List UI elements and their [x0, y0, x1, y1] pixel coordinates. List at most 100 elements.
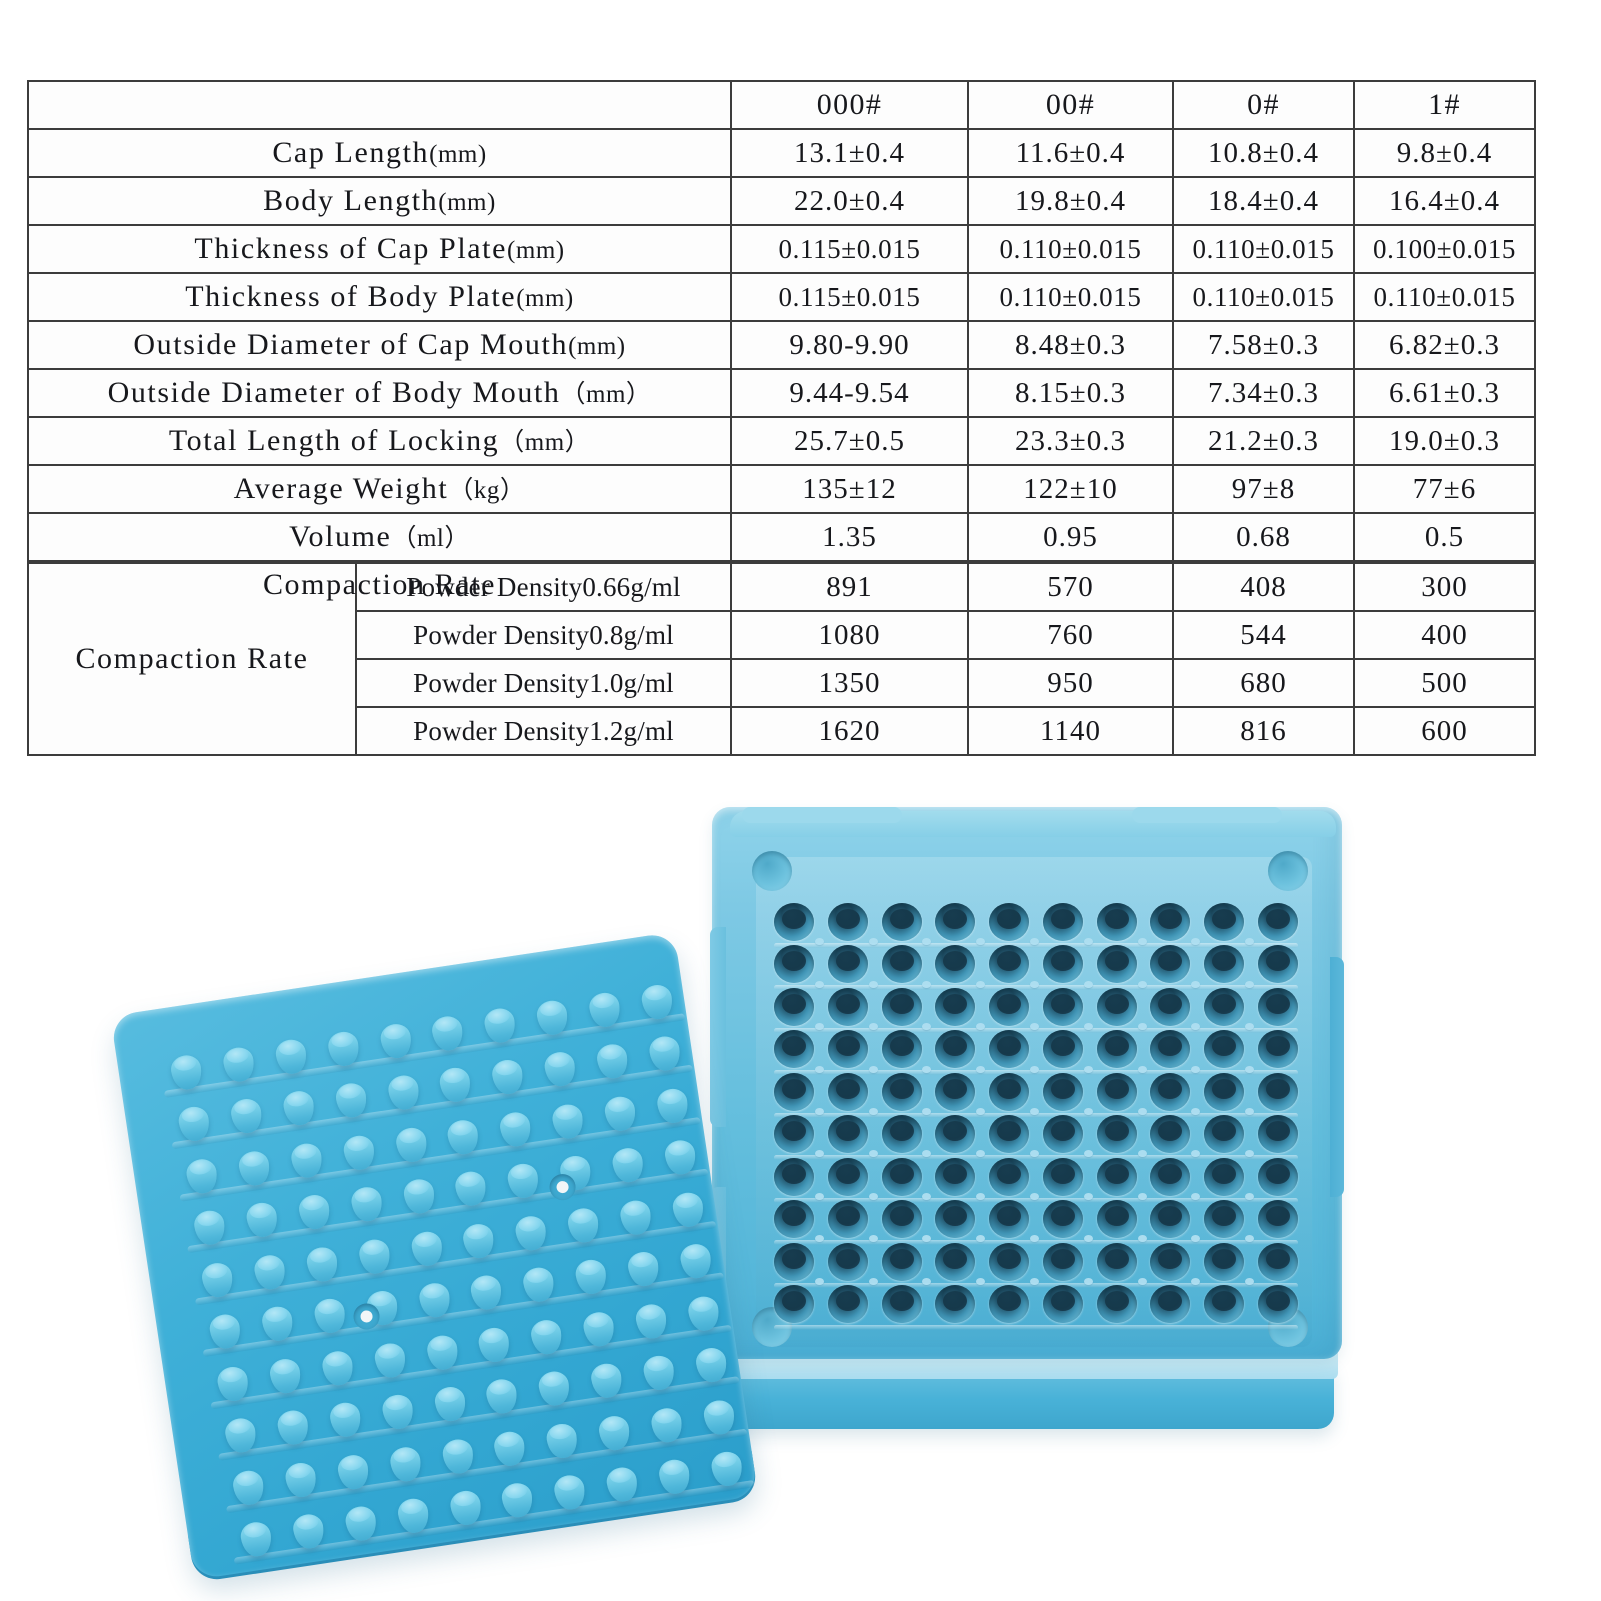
capsule-hole [1150, 903, 1191, 941]
alignment-nub [1083, 1023, 1093, 1031]
cell-value: 1140 [967, 706, 1174, 756]
capsule-hole [881, 945, 922, 984]
alignment-nub [976, 1277, 986, 1285]
alignment-nub [1245, 1150, 1255, 1158]
capsule-hole [881, 1072, 922, 1111]
alignment-nub [1030, 1235, 1039, 1243]
capsule-hole [1096, 1030, 1137, 1069]
header-corner-cell [27, 80, 732, 130]
alignment-nub [922, 1065, 932, 1073]
row-label-cap-length: Cap Length(mm) [27, 128, 732, 178]
table-row: Thickness of Body Plate(mm) 0.115±0.015 … [27, 272, 1536, 322]
alignment-nub [814, 1277, 824, 1285]
alignment-nub [1191, 1150, 1201, 1158]
alignment-nub [1030, 1150, 1039, 1158]
row-label-body-length: Body Length(mm) [27, 176, 732, 226]
alignment-nub [1191, 1235, 1201, 1243]
capsule-hole [881, 1115, 922, 1154]
capsule-hole [935, 1200, 976, 1239]
cell-value: 760 [967, 610, 1174, 660]
row-label-thickness-cap-plate: Thickness of Cap Plate(mm) [27, 224, 732, 274]
alignment-nub [1083, 1065, 1093, 1073]
cell-value: 0.95 [967, 512, 1174, 562]
cell-value: 13.1±0.4 [730, 128, 969, 178]
alignment-nub [1191, 1065, 1201, 1073]
capsule-hole [1096, 1157, 1137, 1196]
capsule-hole [827, 945, 868, 984]
cell-value: 600 [1353, 706, 1536, 756]
alignment-nub [868, 980, 878, 988]
capsule-hole [1258, 987, 1298, 1026]
plate-ridge [774, 1155, 1298, 1161]
capsule-hole [881, 903, 922, 941]
cell-value: 300 [1353, 562, 1536, 612]
plate-ridge [774, 1027, 1298, 1033]
table-row: Compaction Rate Powder Density0.66g/ml 8… [27, 562, 1536, 756]
capsule-hole [989, 945, 1030, 984]
tamping-pin-grid [163, 983, 756, 1565]
cell-value: 544 [1172, 610, 1355, 660]
table-row: Thickness of Cap Plate(mm) 0.115±0.015 0… [27, 224, 1536, 274]
specification-table-container: 000# 00# 0# 1# Cap Length(mm) 13.1±0.4 1… [27, 80, 1536, 756]
cell-value: 8.15±0.3 [967, 368, 1174, 418]
capsule-hole [1042, 945, 1083, 984]
alignment-nub [868, 1192, 878, 1200]
plate-ridge [774, 1070, 1298, 1076]
capsule-hole [1042, 1242, 1083, 1281]
plate-ridge [774, 1325, 1298, 1330]
row-label-outside-diameter-body-mouth: Outside Diameter of Body Mouth（mm） [27, 368, 732, 418]
alignment-nub [1245, 1192, 1255, 1200]
capsule-hole [1258, 1285, 1298, 1323]
tamping-plate [88, 908, 793, 1601]
compaction-rate-group-label: Compaction Rate [27, 562, 357, 756]
alignment-nub [1030, 1065, 1039, 1073]
cell-value: 1080 [730, 610, 969, 660]
row-label-text: Cap Length [272, 136, 430, 170]
alignment-nub [1245, 1065, 1255, 1073]
capsule-hole [935, 1115, 976, 1154]
capsule-hole [1042, 987, 1083, 1026]
cell-value: 1.35 [730, 512, 969, 562]
cell-value: 21.2±0.3 [1172, 416, 1355, 466]
capsule-hole [827, 1072, 868, 1111]
alignment-nub [814, 938, 824, 946]
row-label-text: Thickness of Body Plate [185, 280, 517, 314]
body-side-tab-right [1330, 957, 1344, 1197]
alignment-nub [1137, 1235, 1147, 1243]
cell-value: 25.7±0.5 [730, 416, 969, 466]
capsule-hole [1096, 1072, 1137, 1111]
capsule-hole [1150, 987, 1191, 1026]
row-label-unit: （mm） [560, 381, 652, 409]
cell-value: 19.0±0.3 [1353, 416, 1536, 466]
cell-value: 11.6±0.4 [967, 128, 1174, 178]
capsule-hole [1258, 1200, 1298, 1239]
plate-ridge [774, 985, 1298, 991]
column-header-0: 0# [1172, 80, 1355, 130]
row-label-text: Outside Diameter of Body Mouth [107, 376, 561, 410]
row-label-total-length-locking: Total Length of Locking（mm） [27, 416, 732, 466]
capsule-hole [989, 987, 1030, 1026]
capsule-hole [774, 1072, 814, 1111]
capsule-hole-grid [774, 903, 1298, 1330]
alignment-nub [868, 1235, 878, 1243]
row-label-text: Body Length [263, 184, 439, 218]
row-label-text: Thickness of Cap Plate [194, 232, 508, 266]
density-label-0-8: Powder Density0.8g/ml [355, 610, 732, 660]
capsule-hole [989, 1157, 1030, 1196]
cell-value: 950 [967, 658, 1174, 708]
cell-value: 9.80-9.90 [730, 320, 969, 370]
alignment-nub [868, 1108, 878, 1115]
capsule-hole [774, 1115, 814, 1154]
capsule-hole [1042, 1157, 1083, 1196]
capsule-hole [935, 1072, 976, 1111]
cell-value: 0.110±0.015 [967, 272, 1174, 322]
corner-hole-top-left [752, 851, 792, 891]
plate-ridge [774, 1240, 1298, 1246]
alignment-nub [922, 938, 932, 946]
alignment-nub [922, 1023, 932, 1031]
capsule-hole [1258, 1030, 1298, 1069]
capsule-hole [1204, 1072, 1245, 1111]
capsule-hole [1042, 1115, 1083, 1154]
alignment-nub [1083, 1192, 1093, 1200]
